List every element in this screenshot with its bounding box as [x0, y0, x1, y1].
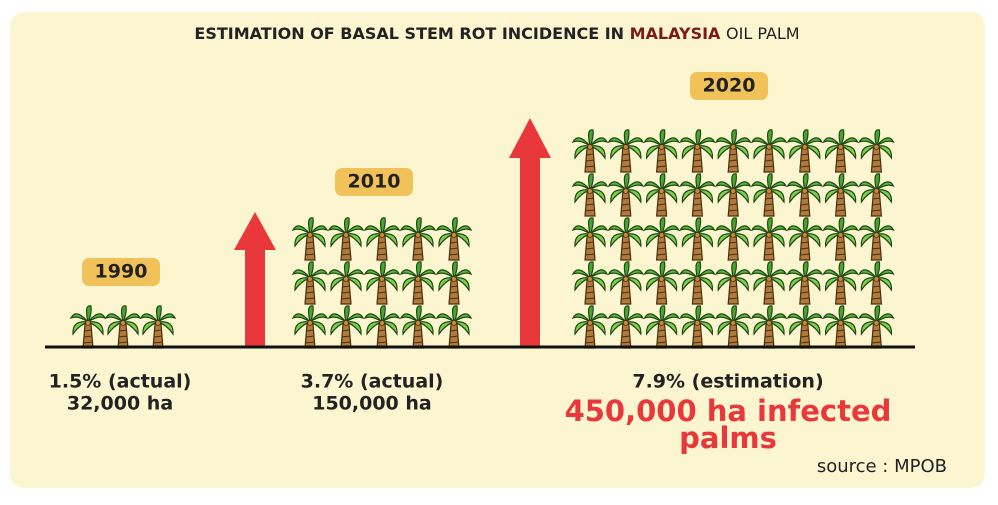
title-highlight: MALAYSIA [630, 24, 721, 43]
stat: 150,000 ha [312, 393, 432, 415]
stat: 32,000 ha [67, 393, 173, 415]
highlight-stat: 450,000 ha infected [565, 394, 892, 428]
panel [10, 12, 985, 488]
title-part: ESTIMATION OF BASAL STEM ROT INCIDENCE I… [194, 24, 624, 43]
stat: 3.7% (actual) [301, 371, 444, 393]
year: 1990 [95, 261, 148, 283]
arrow [509, 118, 551, 347]
highlight-stat: palms [679, 421, 777, 455]
title-part: OIL PALM [726, 24, 800, 43]
year-pill [690, 72, 768, 100]
year: 2020 [703, 75, 756, 97]
year-pill [82, 258, 160, 286]
year: 2010 [348, 171, 401, 193]
stat: 1.5% (actual) [49, 371, 192, 393]
arrow [234, 212, 276, 347]
stat: 7.9% (estimation) [632, 371, 823, 393]
year-pill [335, 168, 413, 196]
title: ESTIMATION OF BASAL STEM ROT INCIDENCE I… [194, 24, 799, 43]
source: source : MPOB [817, 456, 947, 477]
